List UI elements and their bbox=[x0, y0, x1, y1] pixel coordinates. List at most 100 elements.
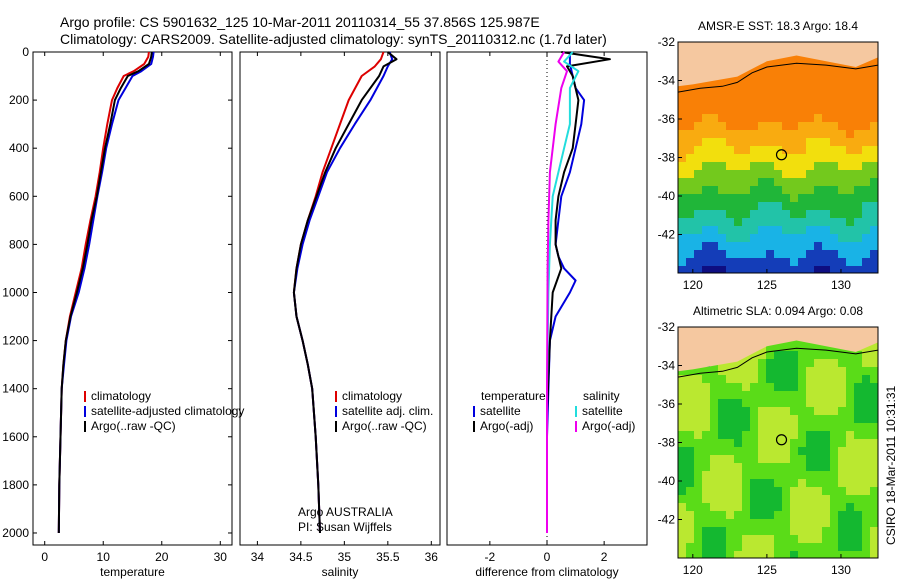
sla_map-cell bbox=[694, 415, 702, 423]
sla_map-cell bbox=[790, 535, 798, 543]
sst_map-cell bbox=[710, 130, 718, 138]
sla_map-cell bbox=[710, 423, 718, 431]
sla_map-cell bbox=[750, 551, 758, 558]
sla_map-cell bbox=[838, 407, 846, 415]
sst_map-cell bbox=[798, 242, 806, 250]
sla_map-cell bbox=[806, 367, 814, 375]
sla_map-cell bbox=[870, 503, 878, 511]
sst_map-cell bbox=[734, 162, 742, 170]
sst_map-cell bbox=[734, 90, 742, 98]
sst_map-cell bbox=[766, 146, 774, 154]
sst_map-cell bbox=[854, 66, 862, 74]
sst_map-cell bbox=[782, 178, 790, 186]
sst_map-cell bbox=[862, 242, 870, 250]
sst_map-cell bbox=[766, 98, 774, 106]
sla_map-cell bbox=[782, 415, 790, 423]
sst_map-cell bbox=[678, 250, 686, 258]
sla_map-cell bbox=[766, 487, 774, 495]
sst_map-cell bbox=[814, 202, 822, 210]
sla_map-cell bbox=[710, 535, 718, 543]
sla_map-cell bbox=[758, 479, 766, 487]
sla_map-cell bbox=[798, 423, 806, 431]
sst_map-cell bbox=[790, 74, 798, 82]
sst_map-cell bbox=[702, 122, 710, 130]
sla_map-cell bbox=[718, 407, 726, 415]
sla_map-cell bbox=[822, 439, 830, 447]
sla_map-cell bbox=[846, 503, 854, 511]
sla_map-cell bbox=[702, 479, 710, 487]
sst_map-cell bbox=[726, 170, 734, 178]
sst_map-cell bbox=[694, 90, 702, 98]
sst_map-cell bbox=[806, 266, 814, 273]
sst_map-cell bbox=[822, 242, 830, 250]
sst_map-cell bbox=[734, 194, 742, 202]
sla_map-cell bbox=[766, 359, 774, 367]
sst_map-cell bbox=[798, 234, 806, 242]
sla_map-cell bbox=[678, 519, 686, 527]
sst_map-cell bbox=[806, 146, 814, 154]
sla_map-cell bbox=[846, 431, 854, 439]
sla_map-cell bbox=[862, 439, 870, 447]
sst_map-cell bbox=[846, 98, 854, 106]
sst_map-cell bbox=[790, 202, 798, 210]
sst_map-cell bbox=[790, 266, 798, 273]
temperature-xtick-label: 30 bbox=[214, 550, 228, 564]
sst_map-cell bbox=[758, 226, 766, 234]
sst_map-cell bbox=[814, 250, 822, 258]
sst_map-cell bbox=[854, 186, 862, 194]
sla_map-cell bbox=[870, 407, 878, 415]
sst_map-cell bbox=[862, 154, 870, 162]
sst_map-cell bbox=[742, 106, 750, 114]
sla_map-cell bbox=[694, 527, 702, 535]
sst_map-cell bbox=[702, 162, 710, 170]
sst_map-cell bbox=[750, 210, 758, 218]
sst_map-cell bbox=[710, 106, 718, 114]
sst_map-cell bbox=[814, 138, 822, 146]
sst_map-cell bbox=[838, 226, 846, 234]
sst_map-cell bbox=[846, 218, 854, 226]
sla_map-cell bbox=[742, 375, 750, 383]
sla_map-cell bbox=[694, 463, 702, 471]
sla_map-cell bbox=[790, 455, 798, 463]
sla_map-cell bbox=[774, 487, 782, 495]
sla_map-cell bbox=[766, 543, 774, 551]
sst_map-cell bbox=[782, 170, 790, 178]
sla_map-title: Altimetric SLA: 0.094 Argo: 0.08 bbox=[693, 304, 863, 318]
sst_map-cell bbox=[782, 210, 790, 218]
sst_map-cell bbox=[814, 106, 822, 114]
sst_map-cell bbox=[870, 90, 878, 98]
sst_map-cell bbox=[702, 194, 710, 202]
sla_map-cell bbox=[806, 407, 814, 415]
sla_map-field bbox=[678, 327, 878, 558]
sst_map-cell bbox=[790, 226, 798, 234]
sla_map-cell bbox=[782, 551, 790, 558]
sla_map-cell bbox=[870, 543, 878, 551]
sst_map-cell bbox=[718, 106, 726, 114]
sst_map-cell bbox=[782, 258, 790, 266]
sst_map-cell bbox=[830, 242, 838, 250]
sla_map-cell bbox=[862, 367, 870, 375]
sst_map-cell bbox=[822, 58, 830, 66]
sla_map-cell bbox=[838, 495, 846, 503]
sla_map-cell bbox=[734, 519, 742, 527]
sla_map-cell bbox=[774, 463, 782, 471]
sla_map-cell bbox=[766, 391, 774, 399]
sla_map-cell bbox=[702, 391, 710, 399]
sst_map-title: AMSR-E SST: 18.3 Argo: 18.4 bbox=[698, 19, 858, 33]
sla_map-cell bbox=[830, 551, 838, 558]
sla_map-cell bbox=[774, 535, 782, 543]
sla_map-cell bbox=[702, 471, 710, 479]
sst_map-cell bbox=[814, 146, 822, 154]
sla_map-cell bbox=[758, 423, 766, 431]
sst_map-cell bbox=[718, 266, 726, 273]
sla_map-cell bbox=[718, 535, 726, 543]
sla_map-cell bbox=[710, 463, 718, 471]
sla_map-cell bbox=[750, 439, 758, 447]
sla_map-cell bbox=[806, 551, 814, 558]
sla_map-cell bbox=[838, 463, 846, 471]
sst_map-cell bbox=[830, 74, 838, 82]
sla_map-cell bbox=[798, 487, 806, 495]
sst_map-cell bbox=[678, 234, 686, 242]
sla_map-cell bbox=[718, 511, 726, 519]
sla_map-cell bbox=[870, 439, 878, 447]
